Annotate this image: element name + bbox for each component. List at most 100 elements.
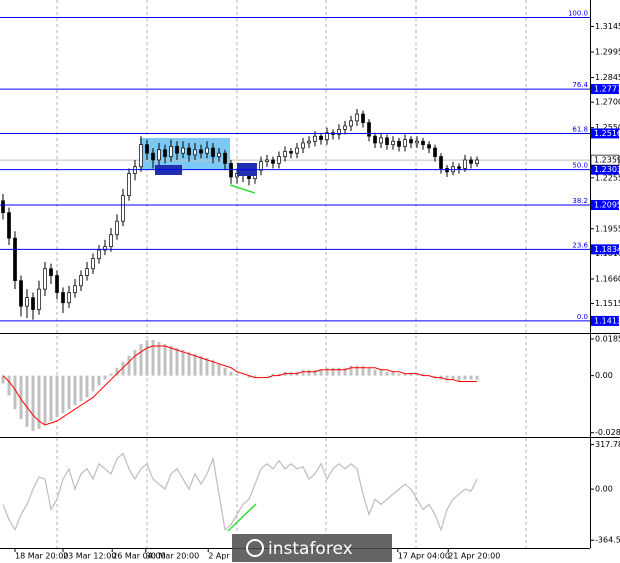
histogram-bar	[307, 369, 311, 376]
histogram-bar	[475, 375, 479, 380]
candle-body	[277, 156, 281, 164]
histogram-bar	[55, 375, 59, 418]
histogram-bar	[337, 367, 341, 376]
candle-body	[121, 195, 125, 222]
x-tick-label: 18 Mar 20:00	[15, 552, 68, 561]
candle-body	[211, 147, 215, 157]
candle-body	[7, 212, 11, 239]
histogram-bar	[67, 375, 71, 410]
x-tick-label: 30 Mar 20:00	[146, 552, 199, 561]
candle-body	[55, 275, 59, 293]
histogram-bar	[73, 375, 77, 406]
price-mark: 1.2516	[594, 129, 620, 138]
histogram-bar	[151, 340, 155, 376]
histogram-bar	[133, 349, 137, 376]
x-tick-label: 26 Mar 04:00	[112, 552, 165, 561]
fib-level-label: 100.0	[568, 10, 588, 18]
histogram-bar	[385, 371, 389, 376]
histogram-bar	[97, 375, 101, 386]
histogram-bar	[349, 365, 353, 376]
candle-body	[193, 149, 197, 156]
histogram-bar	[13, 375, 17, 410]
candle-body	[319, 135, 323, 140]
histogram-bar	[319, 369, 323, 376]
y-tick-label: 1.1660	[595, 274, 620, 283]
histogram-bar	[193, 353, 197, 376]
candle-body	[439, 156, 443, 169]
histogram-bar	[199, 355, 203, 376]
price-mark-bg	[591, 164, 619, 175]
y-tick-label: 1.1955	[595, 224, 620, 233]
x-tick-label: 17 Apr 04:00	[398, 552, 450, 561]
candle-body	[79, 275, 83, 287]
y-tick-label: 0.01856	[595, 335, 620, 344]
candle-body	[445, 168, 449, 173]
histogram-bar	[49, 375, 53, 422]
candle-body	[37, 288, 41, 310]
y-tick-label: 1.2995	[595, 48, 620, 57]
watermark-icon	[246, 539, 264, 557]
y-tick-label: 1.2845	[595, 73, 620, 82]
candle-body	[475, 159, 479, 164]
histogram-bar	[433, 375, 437, 378]
price-mark: 1.1834	[594, 245, 620, 254]
histogram-bar	[361, 365, 365, 376]
candle-body	[397, 140, 401, 147]
histogram-bar	[61, 375, 65, 414]
histogram-bar	[409, 373, 413, 376]
candle-body	[259, 161, 263, 171]
current-price-bg	[590, 154, 620, 166]
candle-body	[163, 149, 167, 157]
fib-level-label: 38.2	[572, 197, 588, 205]
y-tick-label: 1.2700	[595, 98, 620, 107]
price-mark-bg	[591, 84, 619, 95]
y-tick-label: -0.02892	[595, 428, 620, 437]
candle-body	[169, 146, 173, 157]
candle-body	[271, 159, 275, 164]
candle-body	[67, 292, 71, 304]
histogram-bar	[391, 371, 395, 376]
candle-body	[367, 122, 371, 137]
histogram-bar	[145, 340, 149, 376]
price-mark: 1.2095	[594, 201, 620, 210]
histogram-bar	[163, 344, 167, 376]
candle-body	[145, 144, 149, 154]
x-tick-label: 23 Mar 12:00	[63, 552, 116, 561]
watermark-text: instaforex	[268, 539, 353, 559]
signal-line	[2, 345, 478, 426]
zone-highlight	[140, 138, 230, 170]
histogram-bar	[271, 373, 275, 376]
candle-body	[205, 147, 209, 154]
candle-body	[49, 268, 53, 276]
fib-level-label: 23.6	[572, 241, 588, 249]
candle-body	[109, 234, 113, 247]
histogram-bar	[355, 365, 359, 376]
histogram-bar	[139, 344, 143, 376]
histogram-bar	[187, 351, 191, 376]
candle-body	[349, 120, 353, 127]
candle-body	[199, 149, 203, 154]
histogram-bar	[1, 375, 5, 384]
candle-body	[85, 268, 89, 276]
histogram-bar	[19, 375, 23, 420]
candle-body	[463, 159, 467, 169]
histogram-bar	[85, 375, 89, 398]
fib-level-label: 61.8	[572, 125, 588, 133]
candle-body	[427, 144, 431, 149]
histogram-bar	[253, 375, 257, 378]
histogram-bar	[91, 375, 95, 392]
divergence-line	[227, 503, 257, 532]
histogram-bar	[463, 375, 467, 380]
candle-body	[133, 166, 137, 174]
fib-level-label: 50.0	[572, 162, 588, 170]
candle-body	[61, 292, 65, 304]
histogram-bar	[79, 375, 83, 402]
histogram-bar	[229, 371, 233, 376]
candle-body	[289, 151, 293, 154]
candle-body	[325, 132, 329, 140]
candle-body	[379, 137, 383, 144]
histogram-bar	[403, 373, 407, 376]
y-tick-label: 0.00	[595, 371, 613, 380]
